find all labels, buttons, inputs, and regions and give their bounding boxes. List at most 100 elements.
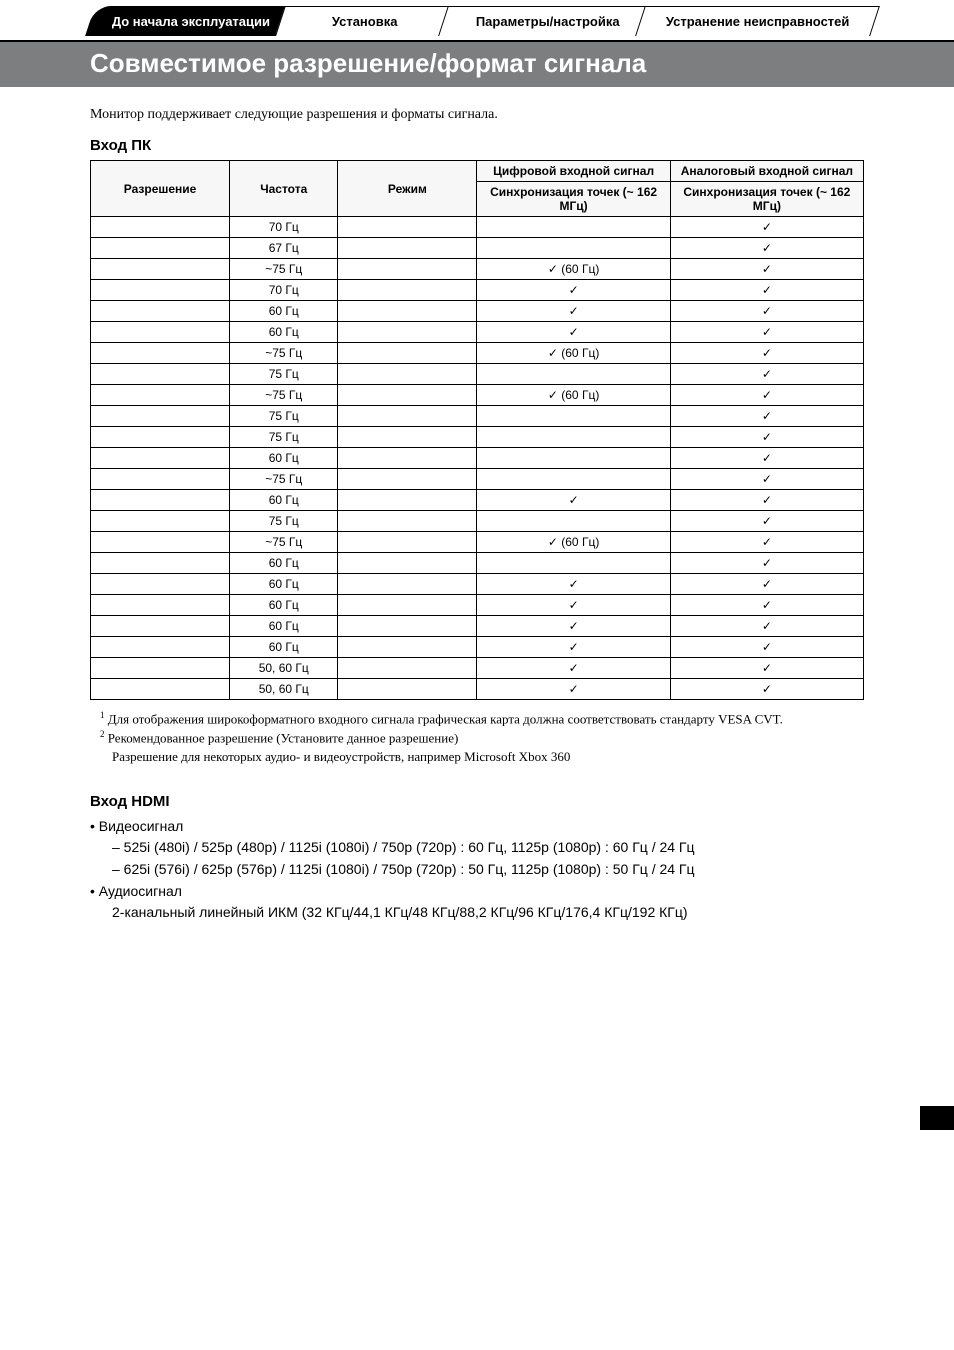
cell-frequency: 70 Гц <box>230 217 338 238</box>
page-title: Совместимое разрешение/формат сигнала <box>0 40 954 87</box>
cell-mode <box>338 343 477 364</box>
th-sync-digital: Синхронизация точек (~ 162 МГц) <box>477 182 670 217</box>
tab-settings[interactable]: Параметры/настройка <box>438 6 658 36</box>
cell-resolution <box>91 406 230 427</box>
cell-mode <box>338 469 477 490</box>
cell-analog: ✓ <box>670 490 863 511</box>
cell-mode <box>338 574 477 595</box>
cell-digital: ✓ <box>477 679 670 700</box>
cell-digital <box>477 217 670 238</box>
cell-frequency: ~75 Гц <box>230 532 338 553</box>
th-mode: Режим <box>338 161 477 217</box>
cell-digital <box>477 511 670 532</box>
table-row: 50, 60 Гц ✓✓ <box>91 679 864 700</box>
tab-troubleshoot[interactable]: Устранение неисправностей <box>635 6 880 36</box>
cell-frequency: 75 Гц <box>230 406 338 427</box>
cell-digital: ✓ <box>477 490 670 511</box>
cell-analog: ✓ <box>670 595 863 616</box>
cell-analog: ✓ <box>670 385 863 406</box>
cell-frequency: 60 Гц <box>230 490 338 511</box>
table-row: 60 Гц ✓✓ <box>91 595 864 616</box>
cell-frequency: ~75 Гц <box>230 259 338 280</box>
table-row: 60 Гц✓✓ <box>91 574 864 595</box>
cell-frequency: 60 Гц <box>230 553 338 574</box>
cell-analog: ✓ <box>670 259 863 280</box>
cell-analog: ✓ <box>670 553 863 574</box>
cell-analog: ✓ <box>670 280 863 301</box>
footnote-2: Рекомендованное разрешение (Установите д… <box>108 731 459 746</box>
cell-analog: ✓ <box>670 322 863 343</box>
cell-mode <box>338 238 477 259</box>
cell-resolution <box>91 658 230 679</box>
section-hdmi-heading: Вход HDMI <box>90 793 864 810</box>
cell-resolution <box>91 553 230 574</box>
table-row: 60 Гц ✓✓ <box>91 490 864 511</box>
cell-mode <box>338 301 477 322</box>
cell-analog: ✓ <box>670 616 863 637</box>
cell-mode <box>338 658 477 679</box>
table-row: 60 Гц✓✓ <box>91 616 864 637</box>
hdmi-video-line-0: – 525i (480i) / 525p (480p) / 1125i (108… <box>112 837 864 859</box>
hdmi-video-label: • Видеосигнал <box>90 816 864 838</box>
th-frequency: Частота <box>230 161 338 217</box>
cell-resolution <box>91 427 230 448</box>
cell-frequency: 75 Гц <box>230 364 338 385</box>
hdmi-list: • Видеосигнал – 525i (480i) / 525p (480p… <box>90 816 864 924</box>
tab-before-use[interactable]: До начала эксплуатации <box>85 6 300 36</box>
cell-mode <box>338 322 477 343</box>
cell-analog: ✓ <box>670 574 863 595</box>
th-sync-analog: Синхронизация точек (~ 162 МГц) <box>670 182 863 217</box>
cell-digital: ✓ <box>477 595 670 616</box>
cell-mode <box>338 364 477 385</box>
footnotes: 1 Для отображения широкоформатного входн… <box>100 710 864 765</box>
cell-analog: ✓ <box>670 448 863 469</box>
table-row: 60 Гц ✓ <box>91 448 864 469</box>
cell-frequency: 60 Гц <box>230 616 338 637</box>
cell-digital: ✓ <box>477 574 670 595</box>
table-row: ~75 Гц✓ (60 Гц)✓ <box>91 343 864 364</box>
tab-label: Устранение неисправностей <box>666 14 850 29</box>
table-row: 60 Гц✓✓ <box>91 637 864 658</box>
tab-label: Параметры/настройка <box>476 14 620 29</box>
table-row: ~75 Гц✓ <box>91 469 864 490</box>
cell-frequency: 60 Гц <box>230 595 338 616</box>
cell-digital <box>477 406 670 427</box>
cell-mode <box>338 490 477 511</box>
cell-frequency: ~75 Гц <box>230 343 338 364</box>
table-row: ~75 Гц✓ (60 Гц)✓ <box>91 532 864 553</box>
table-row: ~75 Гц✓ (60 Гц)✓ <box>91 385 864 406</box>
cell-digital: ✓ (60 Гц) <box>477 385 670 406</box>
cell-resolution <box>91 343 230 364</box>
cell-digital <box>477 553 670 574</box>
cell-resolution <box>91 574 230 595</box>
tab-install[interactable]: Установка <box>275 6 455 36</box>
cell-analog: ✓ <box>670 301 863 322</box>
cell-mode <box>338 511 477 532</box>
side-index-tab <box>920 1106 954 1130</box>
cell-mode <box>338 406 477 427</box>
tab-label: До начала эксплуатации <box>112 14 270 29</box>
cell-mode <box>338 679 477 700</box>
cell-digital <box>477 427 670 448</box>
cell-digital: ✓ <box>477 322 670 343</box>
cell-mode <box>338 385 477 406</box>
cell-analog: ✓ <box>670 364 863 385</box>
cell-frequency: 60 Гц <box>230 448 338 469</box>
table-row: 60 Гц ✓ <box>91 553 864 574</box>
table-row: 67 Гц✓ <box>91 238 864 259</box>
cell-frequency: 50, 60 Гц <box>230 679 338 700</box>
cell-digital: ✓ <box>477 637 670 658</box>
footnote-1: Для отображения широкоформатного входног… <box>108 711 783 726</box>
cell-resolution <box>91 679 230 700</box>
cell-analog: ✓ <box>670 658 863 679</box>
cell-digital: ✓ (60 Гц) <box>477 343 670 364</box>
cell-resolution <box>91 595 230 616</box>
section-pc-heading: Вход ПК <box>90 137 864 154</box>
cell-frequency: 75 Гц <box>230 511 338 532</box>
cell-frequency: 70 Гц <box>230 280 338 301</box>
table-row: 60 Гц✓✓ <box>91 322 864 343</box>
cell-analog: ✓ <box>670 679 863 700</box>
cell-frequency: 60 Гц <box>230 637 338 658</box>
cell-mode <box>338 259 477 280</box>
cell-resolution <box>91 217 230 238</box>
